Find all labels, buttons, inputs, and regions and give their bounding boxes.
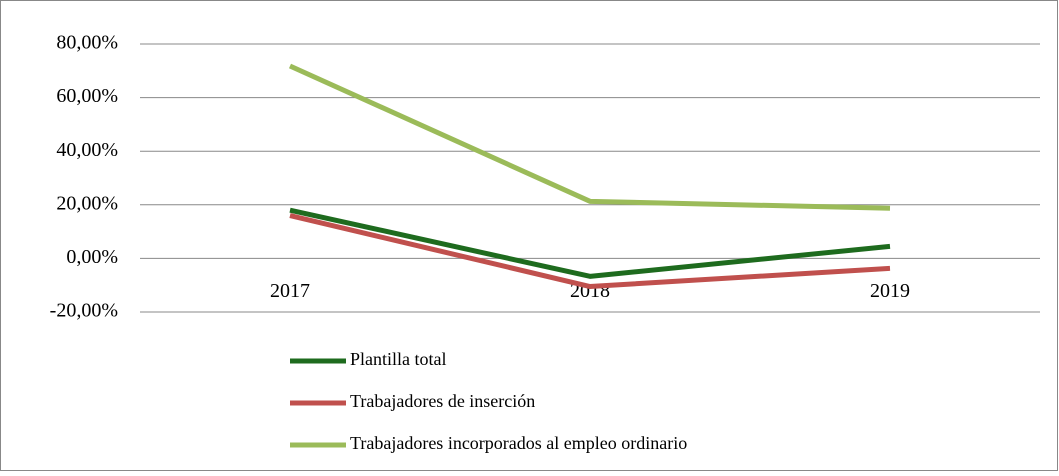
y-tick-label: -20,00% [50, 300, 118, 322]
series-line [289, 207, 891, 279]
x-tick-label: 2017 [270, 280, 310, 302]
x-tick-label: 2019 [870, 280, 910, 302]
y-tick-label: 40,00% [56, 139, 118, 161]
y-tick-label: 80,00% [56, 32, 118, 54]
legend-label: Trabajadores incorporados al empleo ordi… [350, 433, 687, 453]
legend-label: Plantilla total [350, 349, 447, 369]
y-tick-label: 20,00% [56, 192, 118, 214]
y-tick-label: 60,00% [56, 85, 118, 107]
y-tick-label: 0,00% [66, 246, 118, 268]
legend-label: Trabajadores de inserción [350, 391, 535, 411]
series-line [289, 213, 891, 290]
series-line [288, 63, 891, 211]
